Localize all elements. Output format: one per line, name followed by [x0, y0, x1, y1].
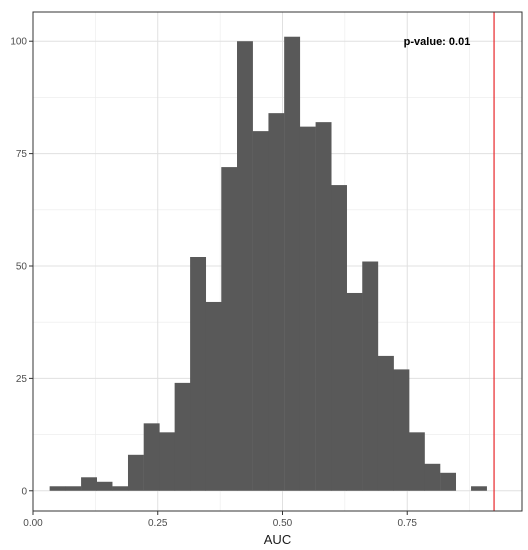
y-tick-label: 50: [16, 261, 28, 272]
histogram-bar: [393, 369, 410, 491]
x-axis-title: AUC: [264, 532, 291, 547]
histogram-bars: [49, 36, 487, 491]
plot-panel-border: [32, 11, 523, 512]
histogram-bar: [424, 463, 441, 491]
histogram-bar: [440, 472, 457, 491]
y-tick-label: 0: [21, 486, 27, 497]
histogram-bar: [315, 122, 332, 491]
x-tick-label: 0.25: [148, 518, 168, 529]
y-tick-label: 75: [16, 149, 28, 160]
histogram-bar: [408, 432, 425, 491]
histogram-bar: [299, 126, 316, 491]
histogram-bar: [159, 432, 176, 491]
histogram-bar: [252, 131, 269, 491]
histogram-bar: [346, 292, 363, 491]
histogram-bar: [143, 423, 160, 491]
histogram-bar: [205, 301, 222, 491]
histogram-bar: [49, 486, 66, 491]
histogram-bar: [65, 486, 82, 491]
histogram-bar: [221, 167, 238, 491]
histogram-bar: [127, 454, 144, 491]
x-tick-label: 0.00: [23, 518, 43, 529]
histogram-bar: [81, 477, 97, 491]
histogram-bar: [190, 257, 207, 491]
histogram-bar: [331, 185, 347, 491]
x-axis: 0.00 0.25 0.50 0.75: [23, 511, 417, 529]
x-tick-label: 0.50: [273, 518, 293, 529]
histogram-bar: [284, 36, 301, 491]
y-axis: 0 25 50 75 100: [10, 37, 33, 497]
histogram-bar: [237, 41, 253, 491]
histogram-bar: [174, 382, 191, 491]
histogram-bar: [112, 486, 129, 491]
histogram-bar: [362, 261, 379, 491]
histogram-bar: [377, 355, 394, 491]
x-tick-label: 0.75: [398, 518, 418, 529]
y-tick-label: 25: [16, 374, 28, 385]
histogram-bar: [96, 481, 113, 491]
histogram-bar: [471, 486, 487, 491]
p-value-annotation: p-value: 0.01: [404, 36, 471, 48]
y-tick-label: 100: [10, 37, 27, 48]
histogram-bar: [268, 113, 285, 491]
